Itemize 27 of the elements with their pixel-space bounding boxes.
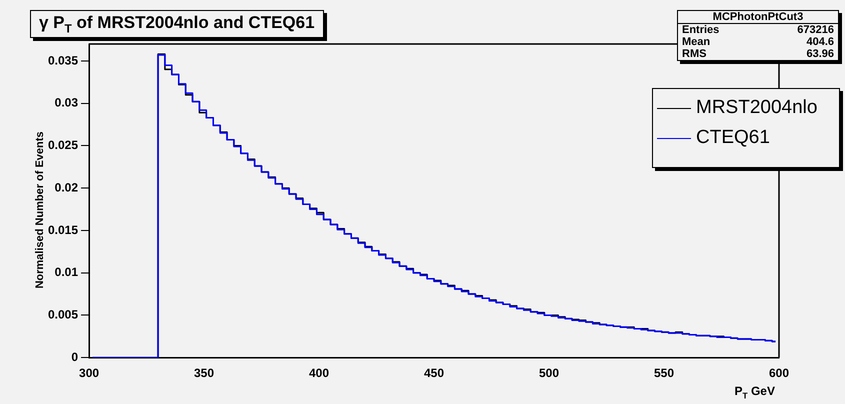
y-tick-label: 0.025 xyxy=(48,138,78,152)
text: 673216 xyxy=(797,24,834,36)
x-tick-label: 300 xyxy=(79,366,100,380)
y-tick-label: 0.035 xyxy=(48,53,78,68)
y-tick-label: 0.005 xyxy=(48,308,78,322)
x-tick-label: 550 xyxy=(654,366,674,380)
y-axis-title: Normalised Number of Events xyxy=(34,131,46,289)
y-tick-label: 0.015 xyxy=(48,222,78,237)
y-tick-label: 0.03 xyxy=(54,96,78,110)
text: 63.96 xyxy=(806,48,834,60)
x-tick-label: 600 xyxy=(768,366,790,380)
legend-label: CTEQ61 xyxy=(696,127,770,149)
x-tick-label: 450 xyxy=(424,366,444,380)
text: Entries xyxy=(682,24,720,36)
x-axis-title: P$_{T}$ GeV xyxy=(734,384,775,400)
annotation: Mean xyxy=(682,36,710,48)
y-tick-label: 0 xyxy=(71,350,78,364)
text: 404.6 xyxy=(806,36,834,48)
annotation: RMS xyxy=(682,48,706,60)
legend-label: MRST2004nlo xyxy=(696,97,818,119)
y-tick-label: 0.01 xyxy=(54,265,78,280)
x-tick-label: 500 xyxy=(538,366,560,380)
x-tick-label: 400 xyxy=(309,366,330,380)
chart-title: γ P$_{T}$ of MRST2004nlo and CTEQ61 xyxy=(30,10,324,38)
x-tick-label: 350 xyxy=(194,366,214,380)
text: MCPhotonPtCut3 xyxy=(678,11,838,24)
y-tick-label: 0.02 xyxy=(54,180,78,194)
